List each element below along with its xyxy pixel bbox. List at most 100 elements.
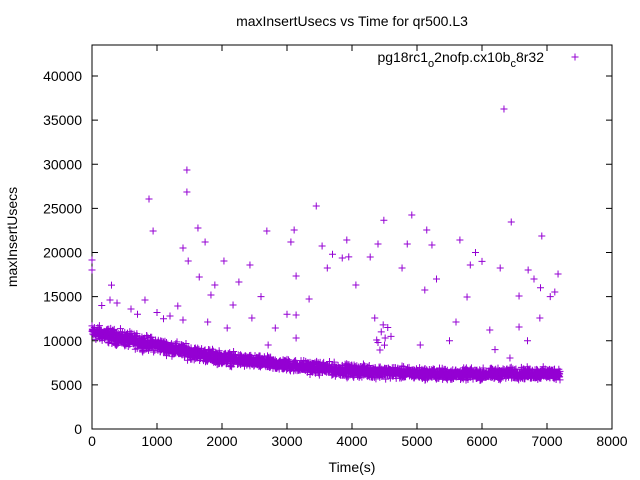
data-point — [387, 332, 395, 340]
data-point — [312, 202, 320, 210]
data-point — [478, 257, 486, 265]
x-tick-label: 7000 — [531, 433, 562, 449]
y-tick-label: 0 — [74, 421, 82, 437]
legend-label: pg18rc1o2nofp.cx10bc8r32 — [377, 49, 544, 70]
data-point — [271, 324, 279, 332]
data-point — [433, 275, 440, 283]
data-point — [506, 354, 514, 362]
data-point — [166, 312, 174, 320]
data-point — [183, 188, 191, 196]
data-point — [380, 216, 388, 224]
data-point — [421, 286, 429, 294]
data-point — [343, 374, 351, 382]
data-point — [551, 288, 559, 296]
data-point — [554, 270, 562, 278]
data-point — [201, 238, 209, 246]
data-point — [524, 266, 532, 274]
data-point — [371, 314, 379, 322]
x-tick-label: 6000 — [466, 433, 497, 449]
data-point — [530, 275, 538, 283]
x-tick-label: 5000 — [401, 433, 432, 449]
x-tick-label: 2000 — [206, 433, 237, 449]
data-point — [472, 249, 479, 256]
data-point — [195, 273, 203, 281]
data-point — [194, 224, 202, 232]
data-point — [305, 295, 313, 303]
data-point — [320, 358, 328, 366]
data-point — [292, 311, 300, 319]
data-point — [381, 341, 388, 349]
data-point — [507, 218, 515, 226]
data-point — [403, 240, 411, 248]
data-point — [384, 324, 392, 332]
data-point — [179, 316, 187, 324]
data-point — [260, 353, 268, 361]
data-point — [452, 318, 460, 326]
data-point — [141, 296, 149, 304]
data-point — [379, 321, 387, 329]
x-tick-label: 1000 — [141, 433, 172, 449]
data-point — [318, 242, 326, 250]
data-point — [500, 105, 508, 113]
data-point — [220, 257, 228, 265]
data-point — [366, 253, 374, 261]
y-tick-label: 35000 — [43, 112, 82, 128]
data-point — [524, 337, 531, 345]
y-tick-label: 5000 — [51, 377, 82, 393]
data-point — [106, 296, 114, 304]
x-tick-label: 3000 — [271, 433, 302, 449]
data-point — [374, 339, 382, 347]
legend-marker — [571, 53, 579, 61]
x-axis-label: Time(s) — [329, 459, 376, 475]
data-point — [423, 226, 431, 234]
data-point — [127, 305, 135, 313]
data-point — [150, 348, 158, 356]
data-point — [257, 293, 265, 301]
data-point — [372, 375, 380, 383]
data-point — [194, 344, 202, 352]
data-point — [88, 256, 96, 264]
data-point — [329, 250, 336, 258]
data-point — [246, 261, 254, 269]
data-point — [108, 281, 115, 289]
chart-title: maxInsertUsecs vs Time for qr500.L3 — [236, 13, 468, 29]
x-tick-label: 4000 — [336, 433, 367, 449]
data-point — [515, 292, 523, 300]
y-tick-label: 25000 — [43, 200, 82, 216]
data-point — [139, 348, 147, 356]
data-point — [290, 226, 298, 234]
data-point — [352, 281, 360, 289]
data-point — [98, 301, 106, 309]
y-tick-label: 40000 — [43, 68, 82, 84]
data-point — [408, 211, 416, 219]
legend: pg18rc1o2nofp.cx10bc8r32 — [377, 49, 579, 70]
data-point — [230, 348, 238, 356]
data-point — [556, 367, 564, 375]
data-point — [113, 299, 121, 307]
data-point — [398, 264, 406, 272]
data-point — [207, 291, 215, 299]
data-point — [287, 238, 295, 246]
data-point — [113, 340, 121, 348]
data-point — [248, 314, 256, 322]
data-point — [134, 310, 141, 318]
data-point — [95, 322, 103, 330]
y-axis-label: maxInsertUsecs — [4, 187, 20, 287]
data-point — [546, 293, 554, 301]
data-point — [446, 337, 453, 345]
data-point — [537, 284, 544, 292]
data-point — [536, 314, 544, 322]
y-tick-label: 30000 — [43, 156, 82, 172]
data-point — [343, 236, 351, 244]
data-point — [338, 254, 346, 262]
data-point — [556, 376, 564, 384]
data-point — [496, 264, 504, 272]
data-point — [463, 293, 471, 301]
data-point — [153, 309, 161, 317]
legend-marker-symbol — [571, 53, 579, 61]
data-point — [204, 318, 212, 326]
data-point — [283, 310, 291, 318]
data-point — [263, 227, 271, 235]
data-point — [292, 334, 300, 342]
